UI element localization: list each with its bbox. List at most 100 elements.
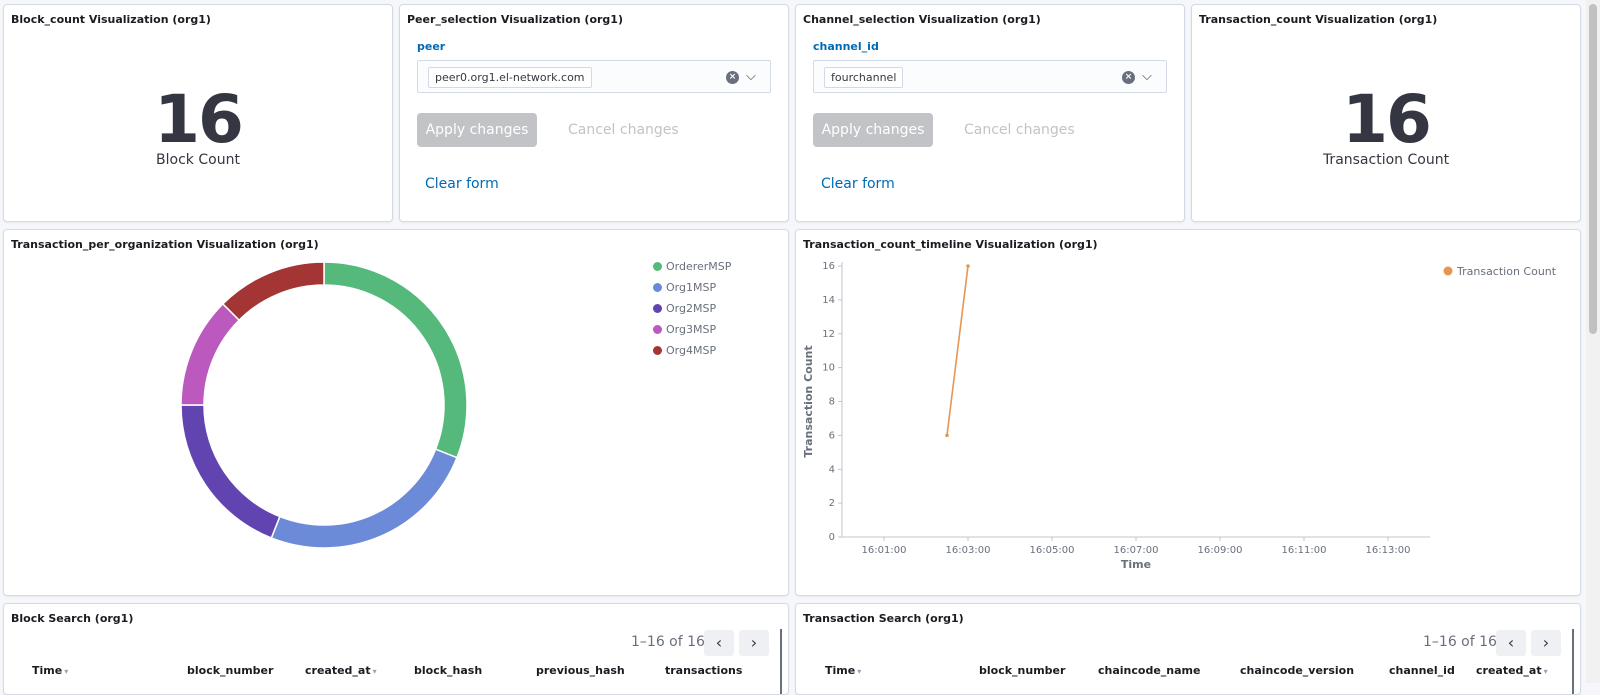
channel-selection-panel: Channel_selection Visualization (org1) c…	[795, 4, 1185, 222]
next-page-button[interactable]: ›	[739, 630, 769, 656]
page-scrollbar-thumb[interactable]	[1589, 4, 1597, 334]
pagination-label: 1–16 of 16	[631, 634, 705, 650]
sort-icon[interactable]: ▾	[1543, 667, 1548, 676]
chevron-down-icon[interactable]: ⌵	[746, 69, 756, 84]
x-tick-label: 16:11:00	[1282, 545, 1327, 556]
donut-slice-org1msp[interactable]	[270, 448, 458, 549]
tx-timeline-panel: Transaction_count_timeline Visualization…	[795, 229, 1581, 596]
apply-changes-button[interactable]: Apply changes	[417, 113, 537, 147]
x-tick-label: 16:05:00	[1030, 545, 1075, 556]
column-header-created-at[interactable]: created_at ▾	[305, 664, 377, 677]
column-header-block-number[interactable]: block_number	[187, 664, 274, 677]
legend-dot-icon	[1443, 266, 1453, 276]
legend-item-org3msp[interactable]: Org3MSP	[653, 323, 716, 336]
series-line[interactable]	[946, 265, 969, 436]
x-tick-label: 16:01:00	[862, 545, 907, 556]
y-axis-title: Transaction Count	[802, 345, 815, 457]
legend-item-orderermsp[interactable]: OrdererMSP	[653, 260, 731, 273]
block-search-panel: Block Search (org1) 1–16 of 16 ‹ › Time ▾…	[3, 603, 789, 695]
peer-selected-chip[interactable]: peer0.org1.el-network.com	[428, 67, 592, 88]
next-page-button[interactable]: ›	[1531, 630, 1561, 656]
column-header-block-number[interactable]: block_number	[979, 664, 1066, 677]
donut-slice-org4msp[interactable]	[221, 261, 325, 322]
channel-field-label: channel_id	[813, 40, 879, 53]
block-count-label: Block Count	[156, 152, 240, 168]
donut-slice-orderermsp[interactable]	[323, 261, 468, 459]
y-tick-label: 6	[829, 430, 835, 441]
legend-item-org1msp[interactable]: Org1MSP	[653, 281, 716, 294]
legend-label: Org2MSP	[666, 302, 717, 315]
chevron-down-icon[interactable]: ⌵	[1142, 69, 1152, 84]
x-tick-label: 16:07:00	[1114, 545, 1159, 556]
donut-slice-org2msp[interactable]	[180, 404, 281, 539]
channel-combobox[interactable]: fourchannel × ⌵	[813, 60, 1167, 93]
block-count-value: 16	[154, 81, 244, 158]
page-scrollbar-track[interactable]	[1586, 0, 1600, 683]
column-header-channel-id[interactable]: channel_id	[1389, 664, 1455, 677]
apply-changes-button[interactable]: Apply changes	[813, 113, 933, 147]
panel-title: Transaction_count Visualization (org1)	[1199, 13, 1438, 26]
timeline-chart: 0 2 4 6 8 10 12 14 16 16:01:00 16:03:00 16:05:00 16:…	[802, 261, 1557, 571]
legend-dot-icon	[653, 346, 662, 355]
channel-selected-chip[interactable]: fourchannel	[824, 67, 904, 88]
y-tick-label: 10	[822, 363, 835, 374]
sort-icon[interactable]: ▾	[857, 667, 862, 676]
peer-selection-panel: Peer_selection Visualization (org1) peer…	[399, 4, 789, 222]
peer-field-label: peer	[417, 40, 446, 53]
x-tick-label: 16:13:00	[1366, 545, 1411, 556]
cancel-changes-button[interactable]: Cancel changes	[568, 122, 679, 138]
pagination-label: 1–16 of 16	[1423, 634, 1497, 650]
panel-title: Transaction_count_timeline Visualization…	[803, 238, 1098, 251]
data-point[interactable]	[945, 433, 949, 438]
tx-per-org-panel: Transaction_per_organization Visualizati…	[3, 229, 789, 596]
scrollbar[interactable]	[780, 629, 782, 694]
clear-form-link[interactable]: Clear form	[425, 176, 499, 192]
clear-selection-icon[interactable]: ×	[1122, 71, 1135, 84]
transaction-search-panel: Transaction Search (org1) 1–16 of 16 ‹ ›…	[795, 603, 1581, 695]
panel-title: Block_count Visualization (org1)	[11, 13, 211, 26]
sort-icon[interactable]: ▾	[64, 667, 69, 676]
donut-legend: OrdererMSP Org1MSP Org2MSP Org3MSP Org4MSP	[649, 260, 779, 370]
y-tick-label: 0	[829, 532, 835, 543]
prev-page-button[interactable]: ‹	[704, 630, 734, 656]
panel-title: Transaction Search (org1)	[803, 612, 964, 625]
transaction-count-panel: Transaction_count Visualization (org1) 1…	[1191, 4, 1581, 222]
scrollbar[interactable]	[1572, 629, 1574, 694]
legend-dot-icon	[653, 325, 662, 334]
legend-label: OrdererMSP	[666, 260, 732, 273]
legend-item-org2msp[interactable]: Org2MSP	[653, 302, 716, 315]
column-header-chaincode-version[interactable]: chaincode_version	[1240, 664, 1355, 677]
legend-item-org4msp[interactable]: Org4MSP	[653, 344, 716, 357]
x-tick-label: 16:09:00	[1198, 545, 1243, 556]
y-tick-label: 14	[822, 295, 835, 306]
sort-icon[interactable]: ▾	[372, 667, 377, 676]
column-header-previous-hash[interactable]: previous_hash	[536, 664, 625, 677]
block-count-panel: Block_count Visualization (org1) 16 Bloc…	[3, 4, 393, 222]
column-header-chaincode-name[interactable]: chaincode_name	[1098, 664, 1201, 677]
column-header-block-hash[interactable]: block_hash	[414, 664, 483, 677]
legend-item-label[interactable]: Transaction Count	[1456, 265, 1557, 278]
transaction-count-value: 16	[1342, 81, 1432, 158]
clear-form-link[interactable]: Clear form	[821, 176, 895, 192]
column-header-time[interactable]: Time ▾	[825, 664, 862, 677]
panel-title: Peer_selection Visualization (org1)	[407, 13, 623, 26]
data-point[interactable]	[966, 264, 970, 268]
column-header-transactions[interactable]: transactions	[665, 664, 743, 677]
prev-page-button[interactable]: ‹	[1496, 630, 1526, 656]
legend-dot-icon	[653, 262, 662, 271]
panel-title: Transaction_per_organization Visualizati…	[11, 238, 319, 251]
donut-slice-org3msp[interactable]	[180, 302, 241, 406]
peer-combobox[interactable]: peer0.org1.el-network.com × ⌵	[417, 60, 771, 93]
donut-chart	[180, 261, 468, 549]
y-tick-label: 4	[829, 464, 835, 475]
y-tick-label: 12	[822, 329, 835, 340]
legend-label: Org3MSP	[666, 323, 717, 336]
y-tick-label: 8	[829, 397, 835, 408]
column-header-time[interactable]: Time ▾	[32, 664, 69, 677]
cancel-changes-button[interactable]: Cancel changes	[964, 122, 1075, 138]
column-header-created-at[interactable]: created_at ▾	[1476, 664, 1548, 677]
panel-title: Block Search (org1)	[11, 612, 134, 625]
clear-selection-icon[interactable]: ×	[726, 71, 739, 84]
x-axis-title: Time	[1121, 558, 1151, 571]
transaction-count-label: Transaction Count	[1322, 152, 1450, 168]
